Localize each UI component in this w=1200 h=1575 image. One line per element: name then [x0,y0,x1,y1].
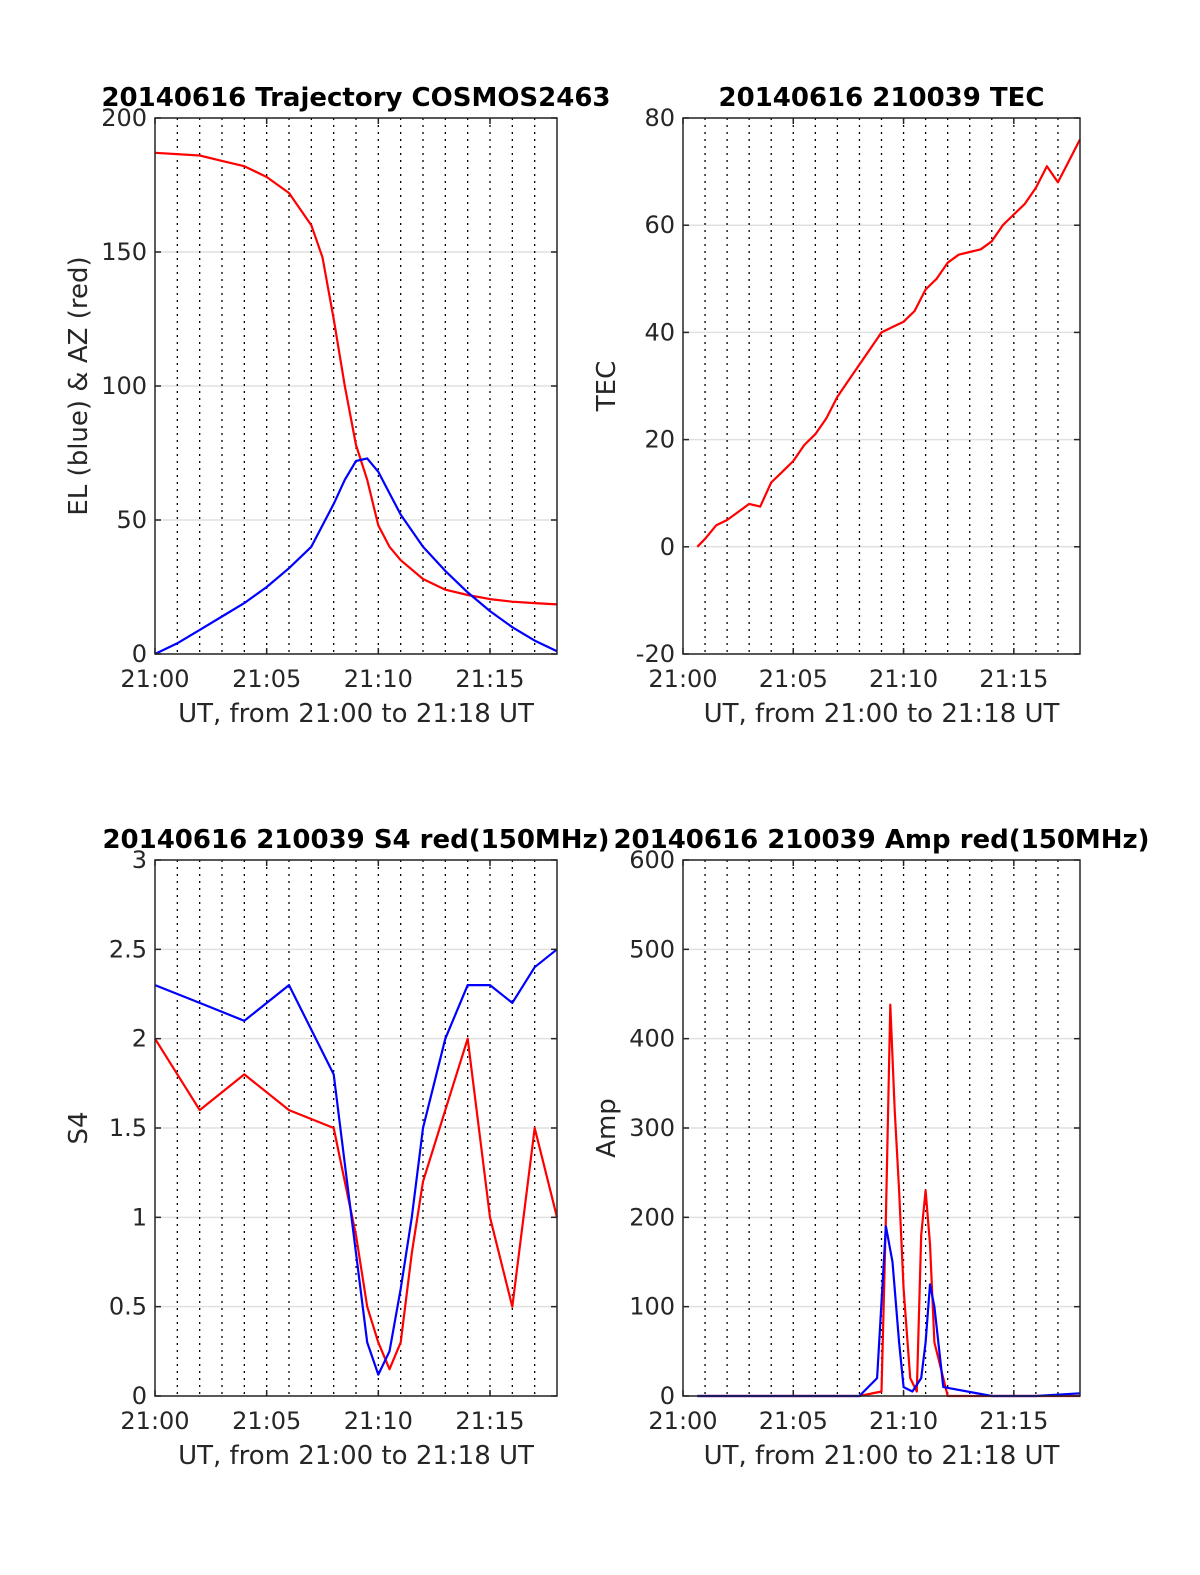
x-tick-label: 21:00 [648,1407,717,1435]
y-tick-label: 100 [629,1293,675,1321]
y-axis-label: EL (blue) & AZ (red) [64,256,94,515]
subplot-1: 0 50 100 150 200 21:00 21:05 21:10 21:15 20140616… [64,83,611,729]
y-tick-label: 80 [644,104,675,132]
y-tick-label: 0.5 [109,1293,147,1321]
x-tick-label: 21:15 [455,1407,524,1435]
x-tick-label: 21:05 [232,665,301,693]
y-tick-label: 20 [644,426,675,454]
x-tick-label: 21:15 [979,665,1048,693]
series-line-2 [154,457,558,655]
series-line-2 [154,948,558,1376]
y-tick-label: 0 [132,1382,147,1410]
x-axis-label: UT, from 21:00 to 21:18 UT [704,699,1060,729]
series-line-2 [697,1225,1081,1398]
chart-title: 20140616 210039 S4 red(150MHz) [102,825,609,855]
x-tick-label: 21:10 [869,665,938,693]
chart-title: 20140616 210039 Amp red(150MHz) [613,825,1149,855]
y-tick-label: 0 [660,533,675,561]
y-tick-label: 600 [629,846,675,874]
y-tick-label: 2.5 [109,935,147,963]
y-tick-label: 200 [629,1203,675,1231]
x-tick-label: 21:05 [759,665,828,693]
subplot-3: 0 0.5 1 1.5 2 2.5 3 21:00 21:05 21:10 21:15 2014061… [64,825,610,1471]
y-tick-label: 60 [644,211,675,239]
y-tick-label: 300 [629,1114,675,1142]
chart-title: 20140616 Trajectory COSMOS2463 [101,83,610,113]
x-tick-label: 21:05 [232,1407,301,1435]
y-tick-label: 3 [132,846,147,874]
x-axis-label: UT, from 21:00 to 21:18 UT [178,699,534,729]
x-axis-label: UT, from 21:00 to 21:18 UT [178,1441,534,1471]
y-tick-label: 0 [132,640,147,668]
y-axis-label: S4 [64,1111,94,1144]
x-tick-label: 21:15 [979,1407,1048,1435]
series-line-1 [696,138,1081,548]
y-tick-label: 1 [132,1203,147,1231]
x-axis-label: UT, from 21:00 to 21:18 UT [704,1441,1060,1471]
y-tick-label: 150 [101,238,147,266]
axes-frame [682,117,1081,655]
x-tick-label: 21:00 [648,665,717,693]
y-axis-label: Amp [592,1098,622,1158]
y-tick-label: 50 [116,506,147,534]
x-tick-label: 21:10 [344,665,413,693]
y-tick-label: -20 [636,640,675,668]
x-tick-label: 21:10 [344,1407,413,1435]
y-tick-label: 100 [101,372,147,400]
x-tick-label: 21:10 [869,1407,938,1435]
y-tick-label: 2 [132,1025,147,1053]
y-tick-label: 400 [629,1025,675,1053]
y-tick-label: 200 [101,104,147,132]
series-line-1 [154,151,558,606]
y-tick-label: 40 [644,318,675,346]
subplot-4: 0 100 200 300 400 500 600 21:00 21:05 21:10 21:15 2… [592,825,1150,1471]
subplot-2: -20 0 20 40 60 80 21:00 21:05 21:10 21:15 20140616… [592,83,1081,729]
series-line-1 [154,1037,559,1371]
y-tick-label: 0 [660,1382,675,1410]
y-tick-label: 500 [629,935,675,963]
y-tick-label: 1.5 [109,1114,147,1142]
x-tick-label: 21:15 [455,665,524,693]
chart-title: 20140616 210039 TEC [719,83,1045,113]
x-tick-label: 21:05 [759,1407,828,1435]
y-axis-label: TEC [592,361,622,412]
x-tick-label: 21:00 [120,1407,189,1435]
x-tick-label: 21:00 [120,665,189,693]
